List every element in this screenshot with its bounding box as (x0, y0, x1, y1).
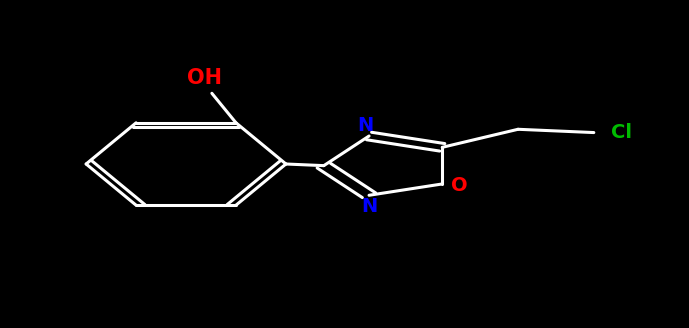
Text: N: N (358, 116, 373, 135)
Text: N: N (361, 197, 377, 216)
Text: Cl: Cl (611, 123, 632, 142)
Text: OH: OH (187, 68, 223, 88)
Text: O: O (451, 176, 468, 195)
